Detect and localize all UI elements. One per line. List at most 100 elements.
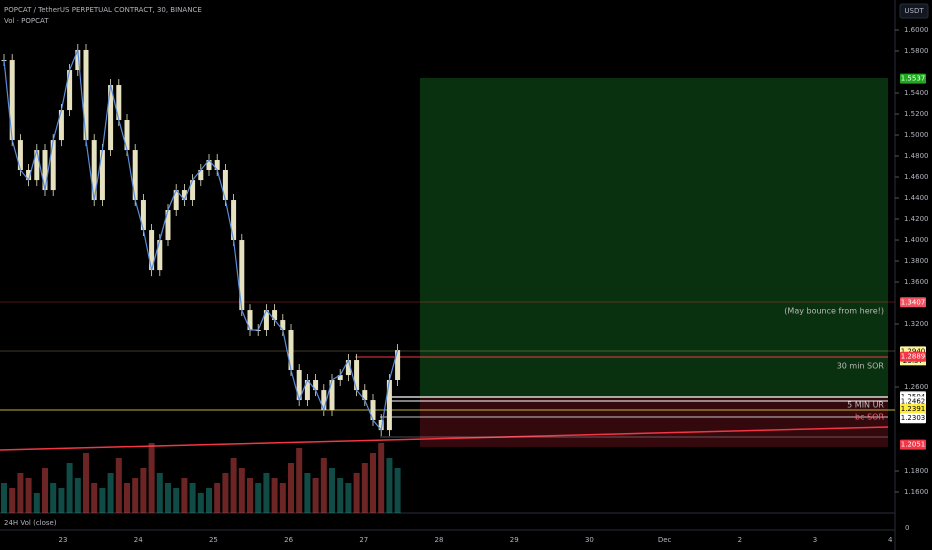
volume-bar [337, 478, 344, 513]
volume-bar [17, 473, 24, 513]
candle-body [9, 60, 15, 141]
candle-body [181, 190, 187, 201]
time-tick-label: 27 [359, 536, 368, 544]
price-tick-label: 1.1600 [904, 488, 929, 496]
trend-line [0, 426, 889, 451]
candle-body [34, 150, 40, 181]
volume-bar [329, 468, 335, 513]
price-tick-label: 1.4000 [904, 236, 929, 244]
volume-bar [222, 473, 229, 513]
price-label-box [900, 73, 926, 84]
volume-bar [214, 483, 221, 513]
annotation: 5 MIN UR [847, 401, 884, 410]
candle-body [26, 169, 32, 181]
volume-bar [165, 483, 171, 513]
price-label-box [900, 403, 926, 414]
volume-bar [263, 473, 270, 513]
candle-body [116, 85, 122, 121]
volume-bar [378, 443, 385, 513]
volume-bar [107, 473, 114, 513]
time-tick-label: 28 [435, 536, 444, 544]
loss-zone [420, 397, 888, 447]
candle-body [214, 160, 220, 170]
volume-bar [361, 463, 368, 513]
candle-body [157, 240, 163, 271]
volume-bar [353, 473, 360, 513]
price-tick-label: 1.5400 [904, 89, 929, 97]
candle-body [75, 49, 81, 71]
volume-bar [1, 483, 7, 513]
price-tick-label: 1.3800 [904, 257, 929, 265]
candle-body [378, 420, 384, 431]
candle-body [165, 210, 171, 241]
volume-bar [99, 488, 106, 513]
price-label-box [900, 439, 926, 450]
price-tick-label: 1.5000 [904, 131, 929, 139]
time-tick-label: 30 [585, 536, 594, 544]
candle-body [124, 120, 130, 151]
volume-bar [9, 488, 16, 513]
candle-body [337, 375, 343, 380]
price-tick-label: 1.5200 [904, 110, 929, 118]
volume-bar [189, 483, 196, 513]
price-tick-label: 1.4600 [904, 173, 929, 181]
price-label-box [900, 413, 926, 424]
candle-body [231, 200, 237, 241]
currency-button[interactable] [899, 3, 929, 19]
candle-body [370, 400, 376, 421]
volume-bar [394, 468, 401, 513]
time-tick-label: 4 [888, 536, 893, 544]
candle-body [42, 150, 48, 191]
candle-body [58, 110, 64, 141]
candle-body [362, 390, 368, 401]
candle-body [91, 140, 97, 201]
candle-body [304, 379, 310, 401]
close-line [3, 49, 399, 432]
volume-bar [66, 463, 73, 513]
candle-body [272, 310, 278, 321]
time-tick-label: 3 [813, 536, 817, 544]
volume-bar [50, 483, 57, 513]
candle-body [329, 379, 335, 411]
candle-body [17, 140, 23, 170]
price-label: 1.2051 [901, 441, 926, 449]
time-tick-label: 29 [510, 536, 519, 544]
price-label: 1.2303 [901, 414, 926, 422]
candle-body [313, 379, 319, 391]
volume-bar [279, 483, 286, 513]
candle-body [149, 230, 155, 271]
volume-bar [42, 468, 48, 513]
annotation: 30 min SOR [837, 362, 885, 371]
candle-body [108, 85, 114, 151]
volume-bar [296, 448, 303, 513]
time-tick-label: 25 [209, 536, 218, 544]
volume-bar [74, 478, 81, 513]
volume-bar [197, 493, 204, 513]
symbol-title: POPCAT / TetherUS PERPETUAL CONTRACT, 30… [4, 6, 202, 14]
currency-label: USDT [904, 7, 924, 15]
price-tick-label: 1.1800 [904, 467, 929, 475]
time-tick-label: 26 [284, 536, 293, 544]
price-label: 1.2889 [901, 353, 926, 361]
volume-bar [132, 478, 139, 513]
price-label: 1.2940 [901, 347, 926, 355]
volume-bar [370, 453, 376, 513]
candle-body [345, 360, 351, 376]
price-tick-label: 1.4800 [904, 152, 929, 160]
time-tick-label: 23 [59, 536, 68, 544]
volume-bar [115, 458, 122, 513]
volume-pane-title: 24H Vol (close) [4, 519, 57, 527]
price-label: 1.5537 [901, 75, 926, 83]
price-tick-label: 1.3600 [904, 278, 929, 286]
time-tick-label: Dec [658, 536, 672, 544]
candle-body [222, 169, 228, 201]
volume-bar [304, 473, 311, 513]
candle-body [321, 390, 327, 411]
volume-bar [206, 488, 212, 513]
candle-body [99, 150, 105, 201]
time-tick-label: 24 [134, 536, 143, 544]
volume-bar [181, 478, 188, 513]
volume-bar [345, 483, 352, 513]
candle-body [395, 350, 401, 380]
